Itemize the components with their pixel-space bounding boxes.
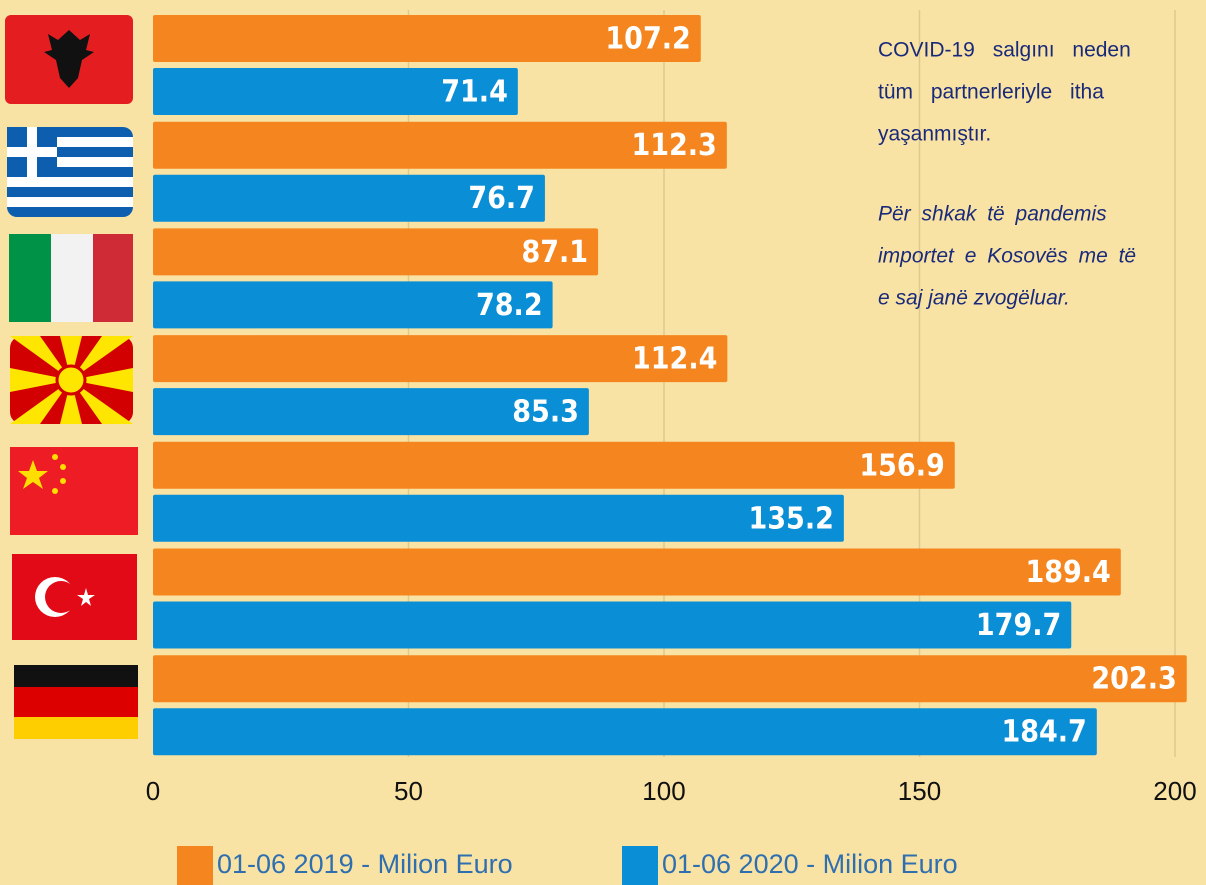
value-label: 85.3 — [512, 395, 579, 430]
bar — [153, 494, 844, 542]
flag-italy — [9, 234, 133, 322]
flag-albania — [5, 15, 133, 104]
annotation: COVID-19 salgını neden — [878, 39, 1131, 62]
x-tick-label: 100 — [642, 776, 685, 806]
value-label: 112.4 — [632, 342, 717, 377]
flags — [5, 15, 138, 739]
legend-swatch — [177, 846, 213, 885]
legend-label: 01-06 2019 - Milion Euro — [217, 849, 513, 879]
bar — [153, 335, 728, 383]
value-label: 76.7 — [468, 181, 535, 216]
flag-turkey — [12, 554, 137, 640]
flag-greece — [7, 127, 133, 217]
bar — [153, 15, 701, 62]
value-label: 71.4 — [441, 75, 508, 110]
value-label: 135.2 — [748, 501, 833, 536]
flag-macedonia — [10, 336, 133, 424]
bar — [153, 601, 1072, 649]
bar — [153, 548, 1121, 596]
annotation: importet e Kosovës me të — [878, 245, 1136, 268]
bar — [153, 121, 727, 169]
value-label: 78.2 — [476, 288, 543, 323]
flag-china — [10, 447, 138, 535]
bar — [153, 281, 553, 329]
annotation: Për shkak të pandemis — [878, 203, 1107, 226]
x-tick-label: 200 — [1153, 776, 1196, 806]
bar — [153, 228, 599, 276]
bar — [153, 655, 1187, 703]
x-tick-label: 0 — [146, 776, 160, 806]
value-label: 156.9 — [859, 448, 944, 483]
bar — [153, 708, 1097, 756]
x-tick-label: 150 — [898, 776, 941, 806]
value-label: 189.4 — [1025, 555, 1110, 590]
bar — [153, 174, 545, 222]
annotation: tüm partnerleriyle itha — [878, 81, 1104, 104]
annotation: yaşanmıştır. — [878, 123, 991, 146]
bar — [153, 68, 518, 115]
value-label: 179.7 — [976, 608, 1061, 643]
value-label: 112.3 — [631, 128, 716, 163]
legend-label: 01-06 2020 - Milion Euro — [662, 849, 958, 879]
x-tick-label: 50 — [394, 776, 423, 806]
value-label: 202.3 — [1091, 662, 1176, 697]
value-label: 184.7 — [1001, 715, 1086, 750]
bar — [153, 441, 955, 489]
value-label: 107.2 — [605, 22, 690, 57]
annotation: e saj janë zvogëluar. — [878, 287, 1070, 310]
legend-swatch — [622, 846, 658, 885]
value-label: 87.1 — [521, 235, 588, 270]
flag-germany — [14, 665, 138, 739]
bar — [153, 388, 589, 436]
